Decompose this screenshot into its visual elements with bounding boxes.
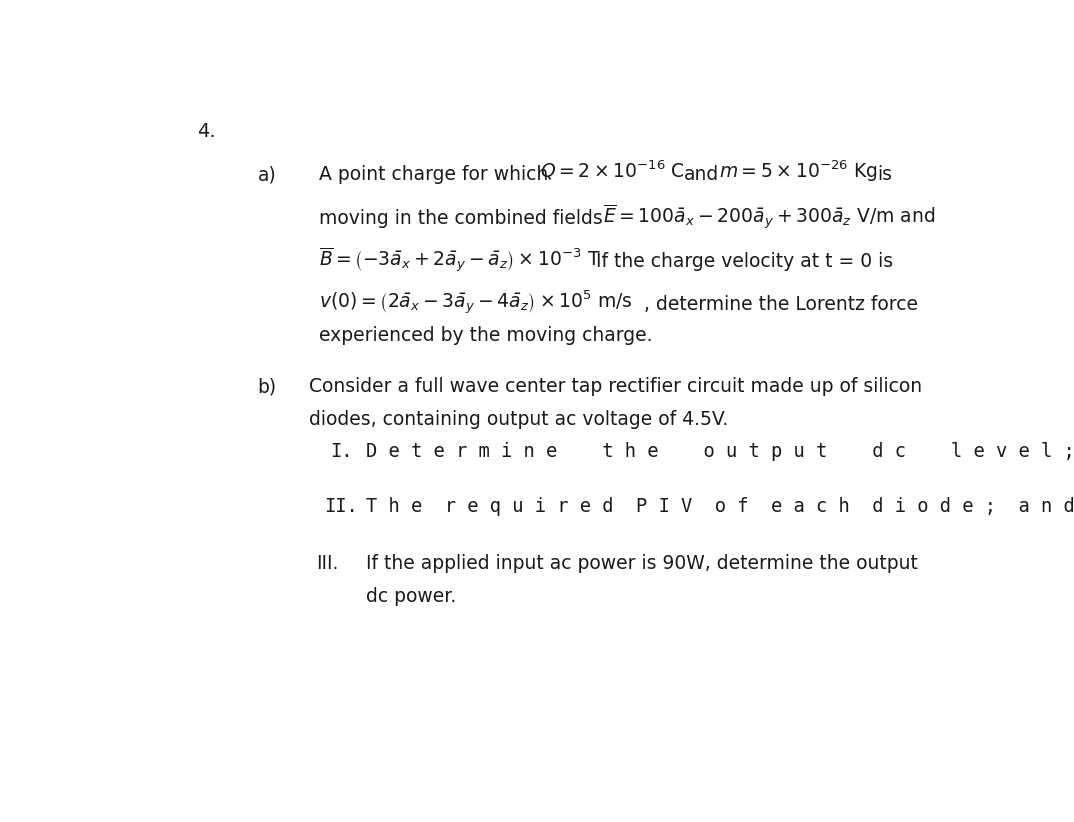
Text: III.: III.: [316, 554, 338, 574]
Text: If the applied input ac power is 90W, determine the output: If the applied input ac power is 90W, de…: [365, 554, 917, 574]
Text: D e t e r m i n e    t h e    o u t p u t    d c    l e v e l ;: D e t e r m i n e t h e o u t p u t d c …: [365, 441, 1074, 460]
Text: moving in the combined fields: moving in the combined fields: [319, 210, 603, 229]
Text: is: is: [877, 165, 892, 184]
Text: I.: I.: [330, 441, 352, 460]
Text: b): b): [258, 377, 277, 396]
Text: A point charge for which: A point charge for which: [319, 165, 549, 184]
Text: $Q = 2\times10^{-16}$ C: $Q = 2\times10^{-16}$ C: [539, 158, 684, 182]
Text: Consider a full wave center tap rectifier circuit made up of silicon: Consider a full wave center tap rectifie…: [309, 377, 923, 396]
Text: dc power.: dc power.: [365, 587, 455, 607]
Text: a): a): [258, 165, 276, 184]
Text: $\overline{E} = 100\bar{a}_x - 200\bar{a}_y + 300\bar{a}_z$ V/m and: $\overline{E} = 100\bar{a}_x - 200\bar{a…: [603, 202, 935, 232]
Text: experienced by the moving charge.: experienced by the moving charge.: [319, 326, 653, 345]
Text: , determine the Lorentz force: , determine the Lorentz force: [643, 295, 917, 314]
Text: II.: II.: [324, 497, 358, 516]
Text: If the charge velocity at t = 0 is: If the charge velocity at t = 0 is: [596, 252, 894, 271]
Text: diodes, containing output ac voltage of 4.5V.: diodes, containing output ac voltage of …: [309, 410, 728, 429]
Text: $\overline{B} = \left(-3\bar{a}_x + 2\bar{a}_y - \bar{a}_z\right)\times10^{-3}$ : $\overline{B} = \left(-3\bar{a}_x + 2\ba…: [319, 246, 601, 275]
Text: 4.: 4.: [197, 122, 215, 141]
Text: $v(0) = \left(2\bar{a}_x - 3\bar{a}_y - 4\bar{a}_z\right)\times10^{5}$ m/s: $v(0) = \left(2\bar{a}_x - 3\bar{a}_y - …: [319, 289, 633, 316]
Text: $m = 5\times10^{-26}$ Kg: $m = 5\times10^{-26}$ Kg: [720, 158, 879, 183]
Text: T h e  r e q u i r e d  P I V  o f  e a c h  d i o d e ;  a n d: T h e r e q u i r e d P I V o f e a c h …: [365, 497, 1074, 516]
Text: and: and: [683, 165, 719, 184]
